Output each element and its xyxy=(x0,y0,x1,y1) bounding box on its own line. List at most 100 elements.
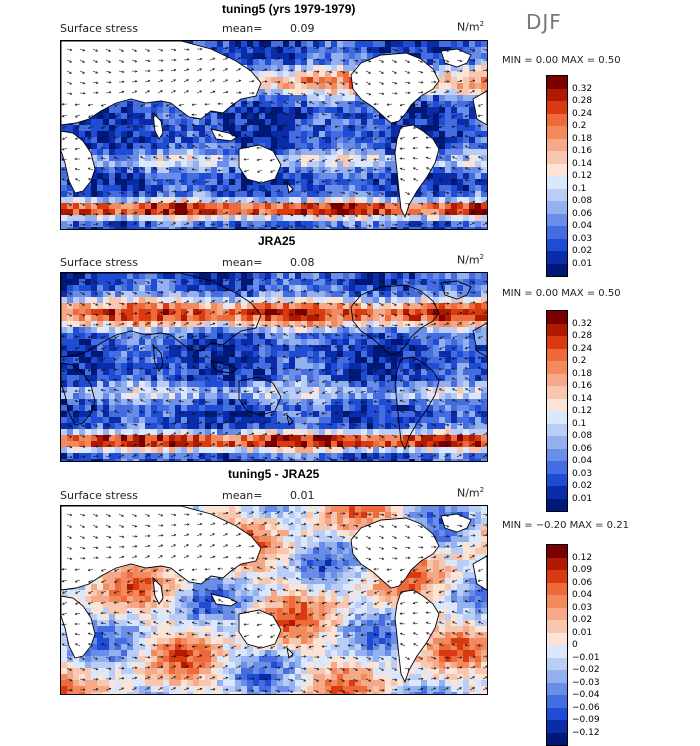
colorbar-swatch xyxy=(547,336,567,349)
colorbar-tick-label: 0.12 xyxy=(572,171,592,181)
colorbar-swatch xyxy=(547,486,567,499)
panel-1-mean-value: 0.09 xyxy=(290,22,315,35)
panel-2-units: N/m2 xyxy=(457,253,484,267)
colorbar-tick-label: 0.08 xyxy=(572,431,592,441)
colorbar-tick-label: 0.28 xyxy=(572,331,592,341)
colorbar-swatch xyxy=(547,720,567,733)
panel-3-map xyxy=(60,505,488,695)
colorbar-tick-label: 0 xyxy=(572,640,578,650)
panel-2-map xyxy=(60,272,488,462)
colorbar-swatch xyxy=(547,620,567,633)
colorbar-swatch xyxy=(547,424,567,437)
panel-1-units: N/m2 xyxy=(457,20,484,34)
colorbar-tick-label: 0.01 xyxy=(572,259,592,269)
colorbar-tick-label: 0.14 xyxy=(572,159,592,169)
panel-1-map xyxy=(60,40,488,230)
colorbar-swatch xyxy=(547,733,567,746)
colorbar-swatch xyxy=(547,264,567,277)
colorbar-tick-label: 0.32 xyxy=(572,319,592,329)
colorbar-tick-label: −0.06 xyxy=(572,703,600,713)
colorbar-tick-label: 0.18 xyxy=(572,134,592,144)
colorbar-tick-label: 0.03 xyxy=(572,603,592,613)
colorbar-swatch xyxy=(547,449,567,462)
colorbar-swatch xyxy=(547,114,567,127)
colorbar-swatch xyxy=(547,645,567,658)
colorbar-swatch xyxy=(547,499,567,512)
colorbar-swatch xyxy=(547,683,567,696)
colorbar-swatch xyxy=(547,633,567,646)
colorbar-swatch xyxy=(547,461,567,474)
colorbar-tick-label: −0.02 xyxy=(572,665,600,675)
panel-3-units: N/m2 xyxy=(457,486,484,500)
colorbar-tick-label: 0.1 xyxy=(572,184,586,194)
panel-1-variable: Surface stress xyxy=(60,22,138,35)
colorbar-tick-label: 0.04 xyxy=(572,456,592,466)
colorbar-swatch xyxy=(547,670,567,683)
panel-2-title: JRA25 xyxy=(258,234,295,248)
panel-2-mean-value: 0.08 xyxy=(290,256,315,269)
colorbar-tick-label: 0.01 xyxy=(572,628,592,638)
colorbar-tick-label: 0.1 xyxy=(572,419,586,429)
colorbar-tick-label: −0.01 xyxy=(572,653,600,663)
colorbar-tick-label: 0.02 xyxy=(572,481,592,491)
colorbar-tick-label: 0.03 xyxy=(572,234,592,244)
panel-3-mean-label: mean= xyxy=(222,489,262,502)
colorbar-tick-label: 0.2 xyxy=(572,121,586,131)
colorbar-swatch xyxy=(547,189,567,202)
colorbar-tick-label: 0.24 xyxy=(572,109,592,119)
colorbar-swatch xyxy=(547,658,567,671)
panel-2-variable: Surface stress xyxy=(60,256,138,269)
colorbar-tick-label: 0.16 xyxy=(572,146,592,156)
colorbar-swatch xyxy=(547,176,567,189)
colorbar-swatch xyxy=(547,386,567,399)
colorbar-tick-label: −0.04 xyxy=(572,690,600,700)
panel-2-mean-label: mean= xyxy=(222,256,262,269)
colorbar-tick-label: 0.12 xyxy=(572,553,592,563)
colorbar-swatch xyxy=(547,474,567,487)
colorbar-tick-label: 0.06 xyxy=(572,209,592,219)
panel-1-mean-label: mean= xyxy=(222,22,262,35)
colorbar-swatch xyxy=(547,374,567,387)
colorbar-tick-label: 0.18 xyxy=(572,369,592,379)
colorbar-tick-label: 0.2 xyxy=(572,356,586,366)
colorbar-swatch xyxy=(547,595,567,608)
colorbar-swatch xyxy=(547,239,567,252)
colorbar-tick-label: −0.09 xyxy=(572,715,600,725)
colorbar-swatch xyxy=(547,411,567,424)
colorbar-tick-label: 0.12 xyxy=(572,406,592,416)
colorbar-tick-label: 0.16 xyxy=(572,381,592,391)
colorbar-tick-label: 0.14 xyxy=(572,394,592,404)
panel-3-mean-value: 0.01 xyxy=(290,489,315,502)
colorbar-tick-label: 0.02 xyxy=(572,246,592,256)
colorbar-swatch xyxy=(547,76,567,89)
colorbar-tick-label: 0.32 xyxy=(572,84,592,94)
panel-1-title: tuning5 (yrs 1979-1979) xyxy=(222,2,355,16)
colorbar-swatch xyxy=(547,139,567,152)
colorbar-swatch xyxy=(547,89,567,102)
colorbar-swatch xyxy=(547,151,567,164)
panel-2-minmax: MIN = 0.00 MAX = 0.50 xyxy=(502,288,621,299)
colorbar-tick-label: 0.09 xyxy=(572,565,592,575)
colorbar-tick-label: 0.08 xyxy=(572,196,592,206)
colorbar-tick-label: 0.03 xyxy=(572,469,592,479)
colorbar-swatch xyxy=(547,695,567,708)
colorbar-swatch xyxy=(547,436,567,449)
colorbar-swatch xyxy=(547,545,567,558)
colorbar-tick-label: 0.04 xyxy=(572,221,592,231)
colorbar-tick-label: 0.06 xyxy=(572,444,592,454)
colorbar-tick-label: 0.04 xyxy=(572,590,592,600)
colorbar-swatch xyxy=(547,608,567,621)
colorbar-tick-label: 0.06 xyxy=(572,578,592,588)
panel-3-minmax: MIN = −0.20 MAX = 0.21 xyxy=(502,520,629,531)
colorbar-swatch xyxy=(547,324,567,337)
colorbar-swatch xyxy=(547,164,567,177)
colorbar-swatch xyxy=(547,214,567,227)
colorbar-swatch xyxy=(547,349,567,362)
colorbar-swatch xyxy=(547,558,567,571)
colorbar-swatch xyxy=(547,570,567,583)
colorbar-tick-label: 0.01 xyxy=(572,494,592,504)
panel-1-minmax: MIN = 0.00 MAX = 0.50 xyxy=(502,55,621,66)
colorbar-swatch xyxy=(547,708,567,721)
colorbar-swatch xyxy=(547,101,567,114)
colorbar-swatch xyxy=(547,201,567,214)
